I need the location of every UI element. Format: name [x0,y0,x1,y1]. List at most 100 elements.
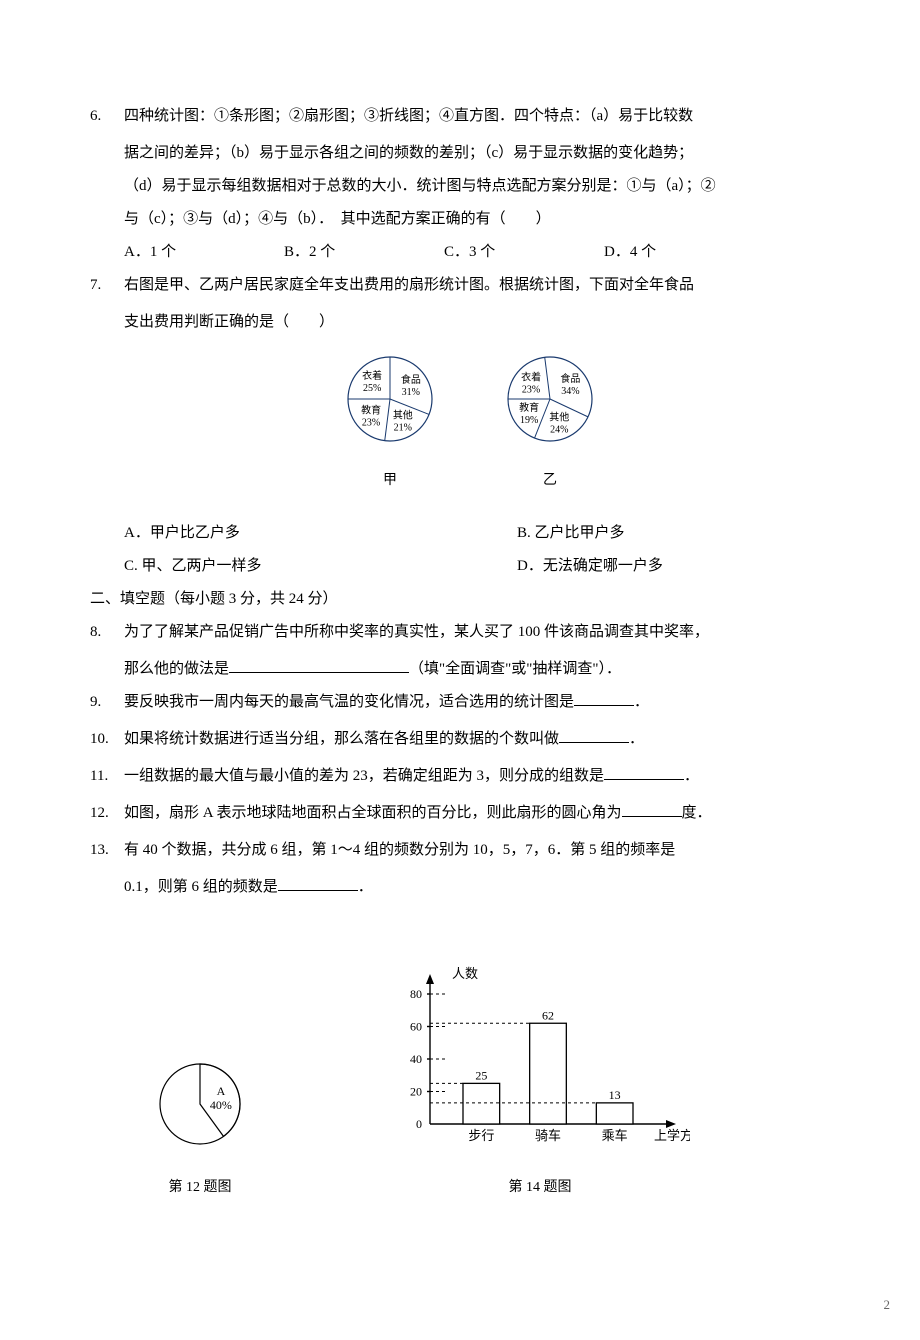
q7-opt-c: C. 甲、乙两户一样多 [124,550,457,583]
q8-line2: 那么他的做法是（填"全面调查"或"抽样调查"）． [90,653,850,686]
svg-text:其他: 其他 [549,410,569,423]
svg-text:34%: 34% [561,386,579,397]
q7-body: 右图是甲、乙两户居民家庭全年支出费用的扇形统计图。根据统计图，下面对全年食品 [124,269,850,302]
svg-text:80: 80 [410,987,422,1001]
q7-opt-b: B. 乙户比甲户多 [517,517,850,550]
pie-yi: 衣着23% 食品34% 其他24% 教育19% 乙 [500,349,600,497]
fig14-block: 020406080人数上学方式25步行62骑车13乘车 第 14 题图 [390,964,690,1204]
q6-body: 四种统计图：①条形图；②扇形图；③折线图；④直方图．四个特点：（a）易于比较数 [124,100,850,133]
q9-a: 要反映我市一周内每天的最高气温的变化情况，适合选用的统计图是 [124,694,574,710]
q11-body: 一组数据的最大值与最小值的差为 23，若确定组距为 3，则分成的组数是 ． [124,760,850,793]
q6-opt-c: C．3 个 [444,236,604,269]
pie-jia-svg: 衣着25% 食品31% 其他21% 教育23% [340,349,440,449]
svg-text:40: 40 [410,1052,422,1066]
q12-blank [622,804,682,817]
q9-blank [574,693,634,706]
q9-body: 要反映我市一周内每天的最高气温的变化情况，适合选用的统计图是 ． [124,686,850,719]
svg-text:教育: 教育 [519,401,539,414]
svg-text:40%: 40% [210,1098,232,1112]
q10-number: 10. [90,723,124,756]
svg-text:23%: 23% [362,418,380,429]
svg-text:骑车: 骑车 [535,1128,561,1143]
q10-a: 如果将统计数据进行适当分组，那么落在各组里的数据的个数叫做 [124,731,559,747]
svg-text:13: 13 [609,1088,621,1102]
q11-b: ． [684,768,699,784]
figure-row: A40% 第 12 题图 020406080人数上学方式25步行62骑车13乘车… [90,964,850,1204]
q13-blank [278,878,358,891]
q10-body: 如果将统计数据进行适当分组，那么落在各组里的数据的个数叫做 ． [124,723,850,756]
q13-l2a: 0.1，则第 6 组的频数是 [124,879,278,895]
svg-text:上学方式: 上学方式 [654,1128,690,1143]
fig12-block: A40% 第 12 题图 [150,1054,250,1204]
svg-text:0: 0 [416,1117,422,1131]
q7-line2: 支出费用判断正确的是（ ） [90,306,850,339]
q11-number: 11. [90,760,124,793]
fig14-caption: 第 14 题图 [390,1173,690,1204]
q6-line4: 与（c）；③与（d）；④与（b）． 其中选配方案正确的有（ ） [90,203,850,236]
q6-number: 6. [90,100,124,133]
q8-l2a: 那么他的做法是 [124,661,229,677]
q13-number: 13. [90,834,124,867]
svg-text:步行: 步行 [468,1128,494,1143]
question-10: 10. 如果将统计数据进行适当分组，那么落在各组里的数据的个数叫做 ． [90,723,850,756]
q6-line3: （d）易于显示每组数据相对于总数的大小．统计图与特点选配方案分别是：①与（a）；… [90,170,850,203]
svg-text:其他: 其他 [393,409,413,422]
q8-blank [229,660,409,673]
q11-a: 一组数据的最大值与最小值的差为 23，若确定组距为 3，则分成的组数是 [124,768,604,784]
q7-opt-a: A．甲户比乙户多 [124,517,457,550]
q6-opt-b: B．2 个 [284,236,444,269]
svg-text:19%: 19% [520,415,538,426]
svg-text:衣着: 衣着 [362,369,382,382]
pie-yi-label: 乙 [500,466,600,497]
svg-text:食品: 食品 [560,372,580,385]
svg-text:人数: 人数 [452,966,478,981]
svg-text:60: 60 [410,1019,422,1033]
q9-number: 9. [90,686,124,719]
q8-number: 8. [90,616,124,649]
svg-text:食品: 食品 [401,373,421,386]
svg-text:乘车: 乘车 [602,1128,628,1143]
fig12-pie: A40% [150,1054,250,1154]
svg-text:衣着: 衣着 [521,370,541,383]
svg-text:25%: 25% [363,383,381,394]
q13-line2: 0.1，则第 6 组的频数是 ． [90,871,850,904]
question-11: 11. 一组数据的最大值与最小值的差为 23，若确定组距为 3，则分成的组数是 ． [90,760,850,793]
question-12: 12. 如图，扇形 A 表示地球陆地面积占全球面积的百分比，则此扇形的圆心角为度… [90,797,850,830]
page: 6. 四种统计图：①条形图；②扇形图；③折线图；④直方图．四个特点：（a）易于比… [0,0,920,1340]
q13-l2b: ． [358,879,373,895]
question-9: 9. 要反映我市一周内每天的最高气温的变化情况，适合选用的统计图是 ． [90,686,850,719]
question-7: 7. 右图是甲、乙两户居民家庭全年支出费用的扇形统计图。根据统计图，下面对全年食… [90,269,850,302]
q12-number: 12. [90,797,124,830]
q6-opt-d: D．4 个 [604,236,764,269]
q8-body: 为了了解某产品促销广告中所称中奖率的真实性，某人买了 100 件该商品调查其中奖… [124,616,850,649]
svg-text:教育: 教育 [361,404,381,417]
section-2-heading: 二、填空题（每小题 3 分，共 24 分） [90,583,850,616]
svg-text:25: 25 [475,1068,487,1082]
question-8: 8. 为了了解某产品促销广告中所称中奖率的真实性，某人买了 100 件该商品调查… [90,616,850,649]
q7-line1: 右图是甲、乙两户居民家庭全年支出费用的扇形统计图。根据统计图，下面对全年食品 [124,277,694,293]
q7-options-row1: A．甲户比乙户多 B. 乙户比甲户多 [90,517,850,550]
q6-line2: 据之间的差异；（b）易于显示各组之间的频数的差别；（c）易于显示数据的变化趋势； [90,137,850,170]
q7-options-row2: C. 甲、乙两户一样多 D．无法确定哪一户多 [90,550,850,583]
svg-text:21%: 21% [394,423,412,434]
fig14-chart: 020406080人数上学方式25步行62骑车13乘车 [390,964,690,1154]
q7-pies: 衣着25%食品31%其他21%教育23% 甲 衣着23%食品34%其他24%教育… [90,349,850,497]
svg-text:A: A [217,1084,226,1098]
svg-text:20: 20 [410,1084,422,1098]
q6-opt-a: A．1 个 [124,236,284,269]
q12-b: 度． [682,805,712,821]
q12-body: 如图，扇形 A 表示地球陆地面积占全球面积的百分比，则此扇形的圆心角为度． [124,797,850,830]
svg-text:23%: 23% [522,384,540,395]
q9-b: ． [634,694,649,710]
question-13: 13. 有 40 个数据，共分成 6 组，第 1～4 组的频数分别为 10，5，… [90,834,850,867]
pie-jia-label: 甲 [340,466,440,497]
q10-b: ． [629,731,644,747]
q11-blank [604,767,684,780]
q13-line1: 有 40 个数据，共分成 6 组，第 1～4 组的频数分别为 10，5，7，6．… [124,842,675,858]
q8-line1: 为了了解某产品促销广告中所称中奖率的真实性，某人买了 100 件该商品调查其中奖… [124,624,709,640]
svg-text:31%: 31% [402,387,420,398]
pie-yi-svg: 衣着23% 食品34% 其他24% 教育19% [500,349,600,449]
q10-blank [559,730,629,743]
q6-line1: 四种统计图：①条形图；②扇形图；③折线图；④直方图．四个特点：（a）易于比较数 [124,108,693,124]
svg-text:24%: 24% [550,424,568,435]
